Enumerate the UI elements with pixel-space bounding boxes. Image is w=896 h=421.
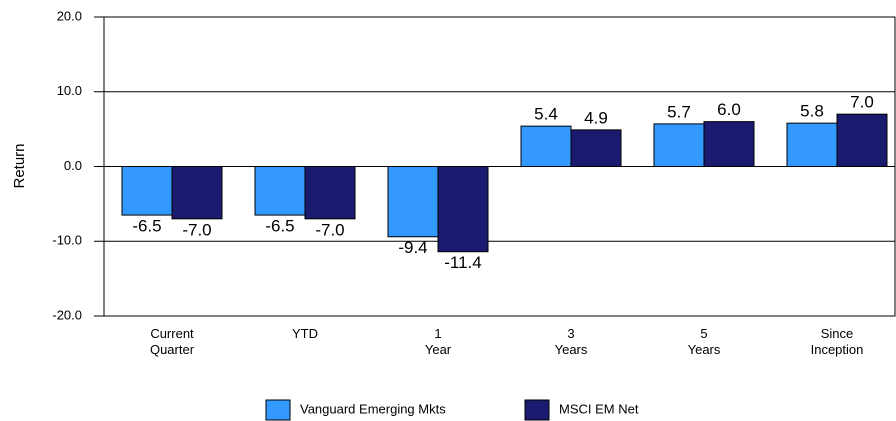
x-tick-label: 1 Year — [424, 326, 452, 357]
x-tick-label-box: Since Inception — [810, 326, 864, 357]
data-label: 5.8 — [800, 102, 824, 121]
data-label: -9.4 — [398, 238, 427, 257]
bar — [653, 123, 705, 167]
bar — [703, 121, 755, 167]
data-label: -6.5 — [132, 217, 161, 236]
data-label: -6.5 — [265, 217, 294, 236]
x-tick-label: Current Quarter — [149, 326, 195, 357]
data-label: 4.9 — [584, 108, 608, 127]
x-tick-label-box: 1 Year — [424, 326, 452, 357]
bar — [570, 129, 622, 167]
bar — [304, 166, 356, 220]
data-label: -11.4 — [444, 253, 482, 272]
plot-frame — [103, 16, 896, 317]
legend-label: Vanguard Emerging Mkts — [300, 401, 446, 416]
data-label: -7.0 — [182, 220, 211, 239]
data-label: -7.0 — [315, 220, 344, 239]
data-label: 7.0 — [850, 93, 874, 112]
x-tick-label-box: Current Quarter — [149, 326, 195, 357]
bar — [254, 166, 306, 216]
x-tick-label: 5 Years — [687, 326, 721, 357]
legend-swatch — [265, 399, 291, 421]
bar — [786, 122, 838, 167]
y-tick-label: -20.0 — [52, 307, 82, 322]
x-tick-label: Since Inception — [810, 326, 864, 357]
legend-swatch — [524, 399, 550, 421]
bar — [520, 125, 572, 168]
bar — [171, 166, 223, 220]
x-tick-label-box: YTD — [292, 326, 318, 341]
x-tick-label-box: 5 Years — [687, 326, 721, 357]
bar — [121, 166, 173, 216]
y-tick-label: -10.0 — [52, 233, 82, 248]
x-tick-label: 3 Years — [554, 326, 588, 357]
y-tick-label: 10.0 — [57, 83, 82, 98]
x-tick-label-box: 3 Years — [554, 326, 588, 357]
data-label: 5.7 — [667, 102, 691, 121]
bar — [437, 166, 489, 253]
y-tick-label: 0.0 — [64, 158, 82, 173]
y-axis-label: Return — [11, 143, 28, 188]
bar — [387, 166, 439, 238]
legend-label: MSCI EM Net — [559, 401, 639, 416]
bar — [836, 113, 888, 168]
x-tick-label: YTD — [292, 326, 318, 341]
data-label: 6.0 — [717, 100, 741, 119]
data-label: 5.4 — [534, 105, 558, 124]
y-tick-label: 20.0 — [57, 8, 82, 23]
